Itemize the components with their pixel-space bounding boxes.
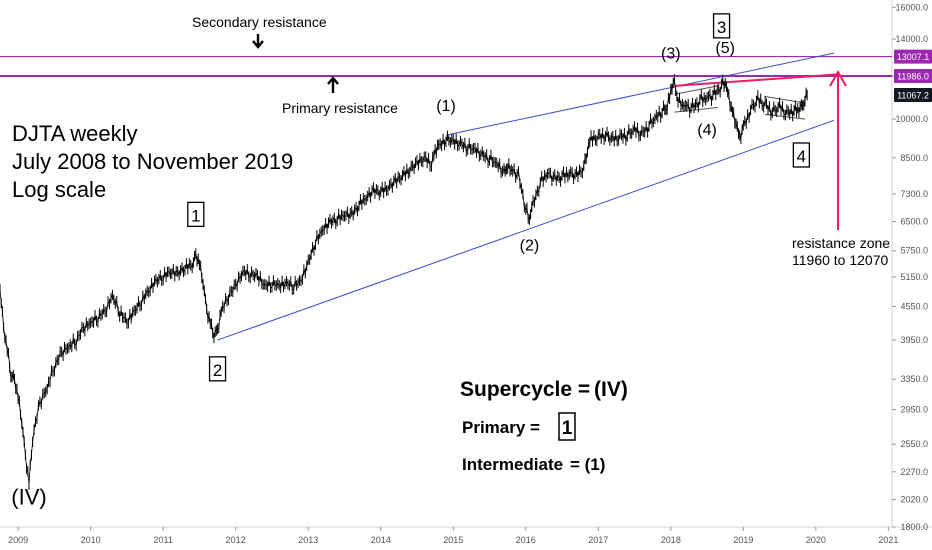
x-tick-label: 2010 — [81, 535, 101, 545]
wave-label: (1) — [436, 98, 456, 115]
x-tick-label: 2012 — [226, 535, 246, 545]
wave-label: (3) — [661, 46, 681, 63]
legend-intermediate-value: = (1) — [570, 455, 605, 474]
y-tick-label: 4550.0 — [900, 301, 928, 311]
secondary-resistance-label: Secondary resistance — [192, 14, 327, 30]
y-tick-label: 3350.0 — [900, 374, 928, 384]
legend-primary-label: Primary = — [462, 418, 540, 437]
y-tick-label: 7300.0 — [900, 189, 928, 199]
wave-label: (5) — [715, 40, 735, 57]
x-tick-label: 2009 — [8, 535, 28, 545]
legend-primary-value: 1 — [562, 418, 573, 439]
legend-supercycle-value: (IV) — [594, 378, 628, 401]
price-tag-label: 13007.1 — [897, 52, 930, 62]
x-tick-label: 2014 — [371, 535, 391, 545]
wave-label: 2 — [213, 361, 222, 380]
legend-supercycle-label: Supercycle = — [460, 378, 590, 401]
y-tick-label: 2550.0 — [900, 439, 928, 449]
y-tick-label: 5150.0 — [900, 272, 928, 282]
y-tick-label: 2950.0 — [900, 404, 928, 414]
x-tick-label: 2013 — [298, 535, 318, 545]
title-line-1: DJTA weekly — [12, 121, 138, 146]
wave-label: (4) — [697, 122, 717, 139]
y-tick-label: 1800.0 — [900, 522, 928, 532]
wave-label: 1 — [191, 206, 200, 225]
resistance-zone-label-2: 11960 to 12070 — [792, 252, 888, 268]
title-line-3: Log scale — [12, 177, 106, 202]
y-tick-label: 5750.0 — [900, 246, 928, 256]
y-tick-label: 6500.0 — [900, 217, 928, 227]
primary-resistance-label: Primary resistance — [282, 100, 398, 116]
x-tick-label: 2020 — [806, 535, 826, 545]
y-tick-label: 2270.0 — [900, 467, 928, 477]
wave-label: (IV) — [11, 484, 46, 509]
y-tick-label: 2020.0 — [900, 495, 928, 505]
x-tick-label: 2011 — [153, 535, 172, 545]
x-tick-label: 2018 — [661, 535, 681, 545]
wave-label: (2) — [520, 238, 540, 255]
x-tick-label: 2015 — [443, 535, 463, 545]
title-line-2: July 2008 to November 2019 — [12, 149, 293, 174]
price-tag-label: 11986.0 — [897, 72, 929, 82]
x-tick-label: 2016 — [516, 535, 536, 545]
price-tag-label: 11067.2 — [897, 90, 929, 100]
x-tick-label: 2021 — [878, 535, 898, 545]
legend-intermediate-label: Intermediate — [462, 455, 563, 474]
y-tick-label: 8500.0 — [900, 153, 928, 163]
resistance-zone-label-1: resistance zone — [792, 235, 890, 251]
wave-label: 3 — [717, 18, 726, 37]
x-tick-label: 2017 — [588, 535, 608, 545]
price-tags: 13007.1 11986.0 11067.2 — [894, 50, 932, 102]
wave-label: 4 — [797, 147, 806, 166]
x-tick-label: 2019 — [733, 535, 753, 545]
y-tick-label: 10000.0 — [895, 114, 928, 124]
y-tick-label: 14000.0 — [895, 34, 928, 44]
y-tick-label: 3950.0 — [900, 335, 928, 345]
y-tick-label: 16000.0 — [895, 2, 928, 12]
